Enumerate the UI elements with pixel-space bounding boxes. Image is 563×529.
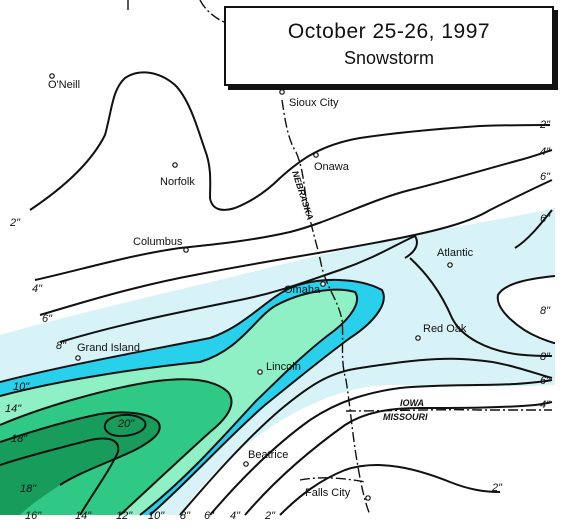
city-dot-atlantic xyxy=(447,262,453,268)
border-kansas xyxy=(299,477,366,483)
city-label-red-oak: Red Oak xyxy=(423,323,467,335)
map-subtitle: Snowstorm xyxy=(343,48,435,68)
contour-label-left-10: 10" xyxy=(13,381,30,393)
contour-label-right-6c: 6" xyxy=(540,375,551,387)
contour-10in xyxy=(0,279,385,516)
contour-6in-east xyxy=(514,209,553,249)
contour-8in-east xyxy=(496,275,556,344)
contour-18in xyxy=(0,378,233,516)
city-labels: O'Neill Sioux City Onawa Norfolk Columbu… xyxy=(48,79,474,499)
city-dot-grand-island xyxy=(75,355,81,361)
band-right-6-8-fill xyxy=(497,276,555,343)
contour-label-left-2: 2" xyxy=(9,217,21,229)
border-nebraska-iowa xyxy=(281,99,371,516)
contour-label-right-8b: 8" xyxy=(540,351,551,363)
contour-label-left-18b: 18" xyxy=(20,483,37,495)
city-label-sioux-city: Sioux City xyxy=(289,97,339,109)
contour-2in-south xyxy=(279,464,501,516)
city-label-atlantic: Atlantic xyxy=(437,247,474,259)
city-dot-beatrice xyxy=(243,461,249,467)
city-label-falls-city: Falls City xyxy=(305,487,351,499)
contour-label-right-4b: 4" xyxy=(540,399,551,411)
city-dot-lincoln xyxy=(257,369,263,375)
city-label-oneill: O'Neill xyxy=(48,79,80,91)
contour-6in-south xyxy=(209,379,553,516)
state-label-missouri: MISSOURI xyxy=(383,412,428,422)
contour-label-center-20: 20" xyxy=(117,418,135,430)
city-dot-red-oak xyxy=(415,335,421,341)
city-label-beatrice: Beatrice xyxy=(248,449,288,461)
band-20-plus-fill xyxy=(0,412,160,515)
contour-4in-north xyxy=(34,149,553,281)
contour-label-left-14: 14" xyxy=(5,403,22,415)
contour-20in xyxy=(0,411,161,486)
contour-label-left-8: 8" xyxy=(56,340,67,352)
contour-6in-north xyxy=(39,179,553,316)
city-dot-omaha xyxy=(320,281,326,287)
city-label-lincoln: Lincoln xyxy=(266,361,301,373)
city-label-grand-island: Grand Island xyxy=(77,342,140,354)
contour-label-right-8a: 8" xyxy=(540,305,551,317)
state-label-iowa: IOWA xyxy=(400,398,424,408)
contour-lines xyxy=(0,71,556,516)
contour-4in-south xyxy=(244,401,553,516)
contour-label-left-4: 4" xyxy=(32,283,43,295)
contour-label-bottom-4: 4" xyxy=(230,510,241,522)
city-dot-norfolk xyxy=(172,162,178,168)
contour-label-bottom-12: 12" xyxy=(116,510,133,522)
contour-16in xyxy=(0,437,120,516)
contour-label-bottom-2: 2" xyxy=(264,510,276,522)
contour-label-bottom-8: 8" xyxy=(180,510,191,522)
contour-label-left-16: 16" xyxy=(25,510,42,522)
contour-8in-south xyxy=(179,357,553,516)
contour-20in-inner xyxy=(103,414,147,438)
contour-label-right-2b: 2" xyxy=(491,482,503,494)
contour-label-bottom-10: 10" xyxy=(148,510,165,522)
city-dot-falls-city xyxy=(365,495,371,501)
contour-6in-east-b xyxy=(409,257,553,357)
contour-label-left-6: 6" xyxy=(42,313,53,325)
contour-label-bottom-6: 6" xyxy=(204,510,215,522)
border-iowa-missouri xyxy=(345,409,552,412)
city-dot-columbus xyxy=(183,247,189,253)
contour-label-right-4a: 4" xyxy=(540,146,551,158)
city-dot-onawa xyxy=(313,152,319,158)
city-label-norfolk: Norfolk xyxy=(160,176,195,188)
city-label-columbus: Columbus xyxy=(133,236,183,248)
city-label-onawa: Onawa xyxy=(314,161,350,173)
border-south-dakota xyxy=(199,0,225,23)
contour-2in-north xyxy=(29,71,551,211)
state-borders xyxy=(127,0,552,516)
contour-label-right-6b: 6" xyxy=(540,213,551,225)
contour-label-left-18a: 18" xyxy=(11,433,28,445)
contour-label-bottom-14: 14" xyxy=(75,510,92,522)
city-markers xyxy=(49,73,453,501)
contour-14in xyxy=(0,288,358,516)
map-title: October 25-26, 1997 xyxy=(287,20,491,43)
city-dot-oneill xyxy=(49,73,55,79)
contour-8in-left xyxy=(59,234,418,343)
city-label-omaha: Omaha xyxy=(284,284,321,296)
contour-label-right-6a: 6" xyxy=(540,171,551,183)
city-dot-sioux-city xyxy=(279,89,285,95)
contour-label-right-2a: 2" xyxy=(539,119,551,131)
contour-labels: 2" 4" 6" 8" 10" 14" 18" 18" 16" 20" 14" … xyxy=(5,119,551,522)
map-title-box: October 25-26, 1997 Snowstorm xyxy=(224,6,554,86)
